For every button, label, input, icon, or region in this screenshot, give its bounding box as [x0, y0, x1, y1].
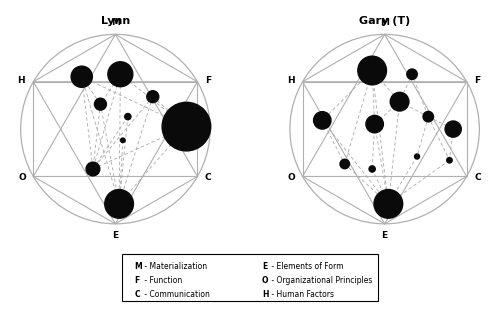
- Circle shape: [108, 62, 133, 87]
- Circle shape: [340, 159, 349, 169]
- Text: O: O: [288, 173, 295, 182]
- Text: E: E: [382, 231, 388, 240]
- Circle shape: [105, 190, 134, 218]
- Circle shape: [423, 111, 434, 122]
- Text: C: C: [474, 173, 481, 182]
- Text: M: M: [111, 18, 120, 27]
- Circle shape: [407, 69, 418, 79]
- Circle shape: [120, 138, 125, 142]
- Text: H: H: [262, 290, 268, 299]
- Text: M: M: [380, 18, 389, 27]
- Text: E: E: [112, 231, 118, 240]
- Circle shape: [369, 166, 376, 172]
- Circle shape: [390, 92, 409, 111]
- Text: H: H: [287, 76, 294, 85]
- Text: C: C: [205, 173, 212, 182]
- Text: E: E: [262, 262, 267, 271]
- Circle shape: [314, 112, 331, 129]
- Text: - Elements of Form: - Elements of Form: [268, 262, 343, 271]
- Circle shape: [374, 190, 402, 218]
- Circle shape: [366, 115, 384, 133]
- Circle shape: [358, 56, 386, 85]
- Circle shape: [147, 91, 159, 103]
- Text: C: C: [134, 290, 140, 299]
- Circle shape: [71, 66, 92, 87]
- Text: Gary (T): Gary (T): [359, 16, 410, 26]
- Circle shape: [86, 162, 100, 176]
- Circle shape: [445, 121, 462, 137]
- FancyBboxPatch shape: [122, 254, 378, 301]
- Text: M: M: [134, 262, 142, 271]
- Text: H: H: [18, 76, 25, 85]
- Circle shape: [446, 158, 452, 163]
- Circle shape: [94, 98, 106, 110]
- Text: F: F: [134, 276, 140, 285]
- Text: - Communication: - Communication: [142, 290, 210, 299]
- Circle shape: [162, 102, 210, 151]
- Text: - Function: - Function: [142, 276, 182, 285]
- Text: F: F: [205, 76, 211, 85]
- Text: Lynn: Lynn: [101, 16, 130, 26]
- Text: - Organizational Principles: - Organizational Principles: [268, 276, 372, 285]
- Text: O: O: [18, 173, 26, 182]
- Circle shape: [124, 113, 131, 120]
- Text: - Human Factors: - Human Factors: [268, 290, 334, 299]
- Text: F: F: [474, 76, 480, 85]
- Text: O: O: [262, 276, 268, 285]
- Circle shape: [414, 154, 420, 159]
- Text: - Materialization: - Materialization: [142, 262, 206, 271]
